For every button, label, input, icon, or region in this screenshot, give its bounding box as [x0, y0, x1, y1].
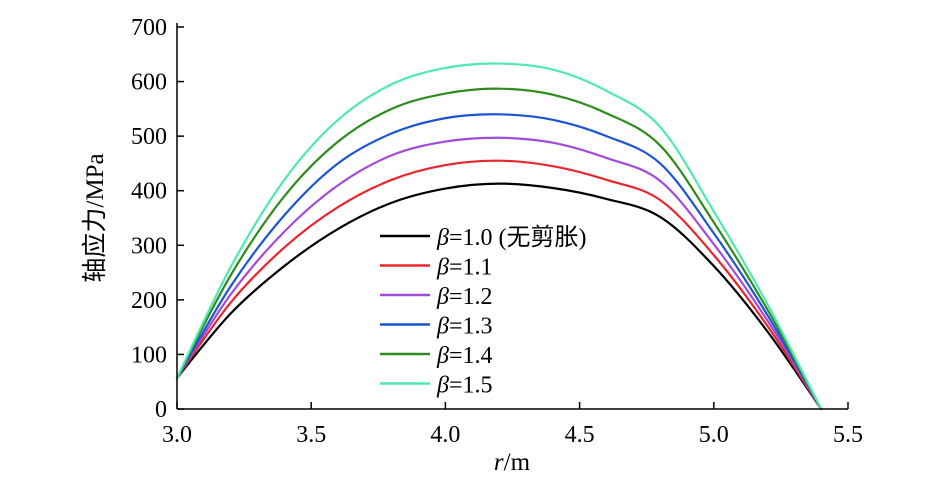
axes	[176, 23, 849, 410]
y-tick-label: 400	[131, 179, 167, 205]
series-line-1	[175, 182, 823, 411]
x-tick-label: 3.0	[162, 422, 192, 448]
legend-label-4: β=1.3	[436, 314, 493, 340]
legend-value: =1.4	[449, 343, 493, 369]
series-line-2	[175, 159, 823, 411]
series-line-3	[175, 136, 823, 411]
legend-label-1: β=1.0 (无剪胀)	[436, 224, 586, 251]
legend-beta-symbol: β	[436, 343, 449, 369]
y-axis-label: 轴应力/MPa	[81, 153, 109, 282]
x-tick-label: 3.5	[296, 422, 326, 448]
legend-label-6: β=1.5	[436, 373, 493, 399]
legend: β=1.0 (无剪胀)β=1.1β=1.2β=1.3β=1.4β=1.5	[380, 224, 586, 399]
legend-beta-symbol: β	[436, 373, 449, 399]
series-line-6	[175, 62, 823, 411]
x-axis-unit: /m	[504, 449, 531, 476]
x-tick-label: 4.5	[565, 422, 595, 448]
x-axis-label: r/m	[494, 449, 531, 476]
x-tick-label: 4.0	[430, 422, 460, 448]
legend-beta-symbol: β	[436, 314, 449, 340]
tick-labels: 0 100 200 300 400 500 600 700 3.0 3.5 4.0 4.5 5.0 5.5	[131, 15, 863, 448]
y-tick-label: 700	[131, 15, 167, 41]
legend-value: =1.3	[449, 314, 493, 340]
y-tick-label: 600	[131, 70, 167, 96]
legend-label-3: β=1.2	[436, 284, 493, 310]
x-tick-label: 5.5	[833, 422, 863, 448]
series-lines	[175, 62, 823, 411]
y-tick-label: 200	[131, 288, 167, 314]
x-tick-label: 5.0	[699, 422, 729, 448]
y-tick-label: 500	[131, 124, 167, 150]
legend-value: =1.2	[449, 284, 493, 310]
y-tick-label: 0	[155, 397, 167, 423]
legend-value: =1.1	[449, 255, 493, 281]
legend-label-5: β=1.4	[436, 343, 493, 369]
y-tick-label: 300	[131, 233, 167, 259]
legend-value: =1.5	[449, 373, 493, 399]
legend-beta-symbol: β	[436, 225, 449, 251]
series-line-4	[175, 113, 823, 411]
x-axis-variable: r	[494, 449, 504, 476]
legend-beta-symbol: β	[436, 284, 449, 310]
legend-value: =1.0 (无剪胀)	[449, 224, 587, 251]
legend-label-2: β=1.1	[436, 255, 493, 281]
series-line-5	[175, 87, 823, 411]
y-tick-label: 100	[131, 342, 167, 368]
legend-beta-symbol: β	[436, 255, 449, 281]
